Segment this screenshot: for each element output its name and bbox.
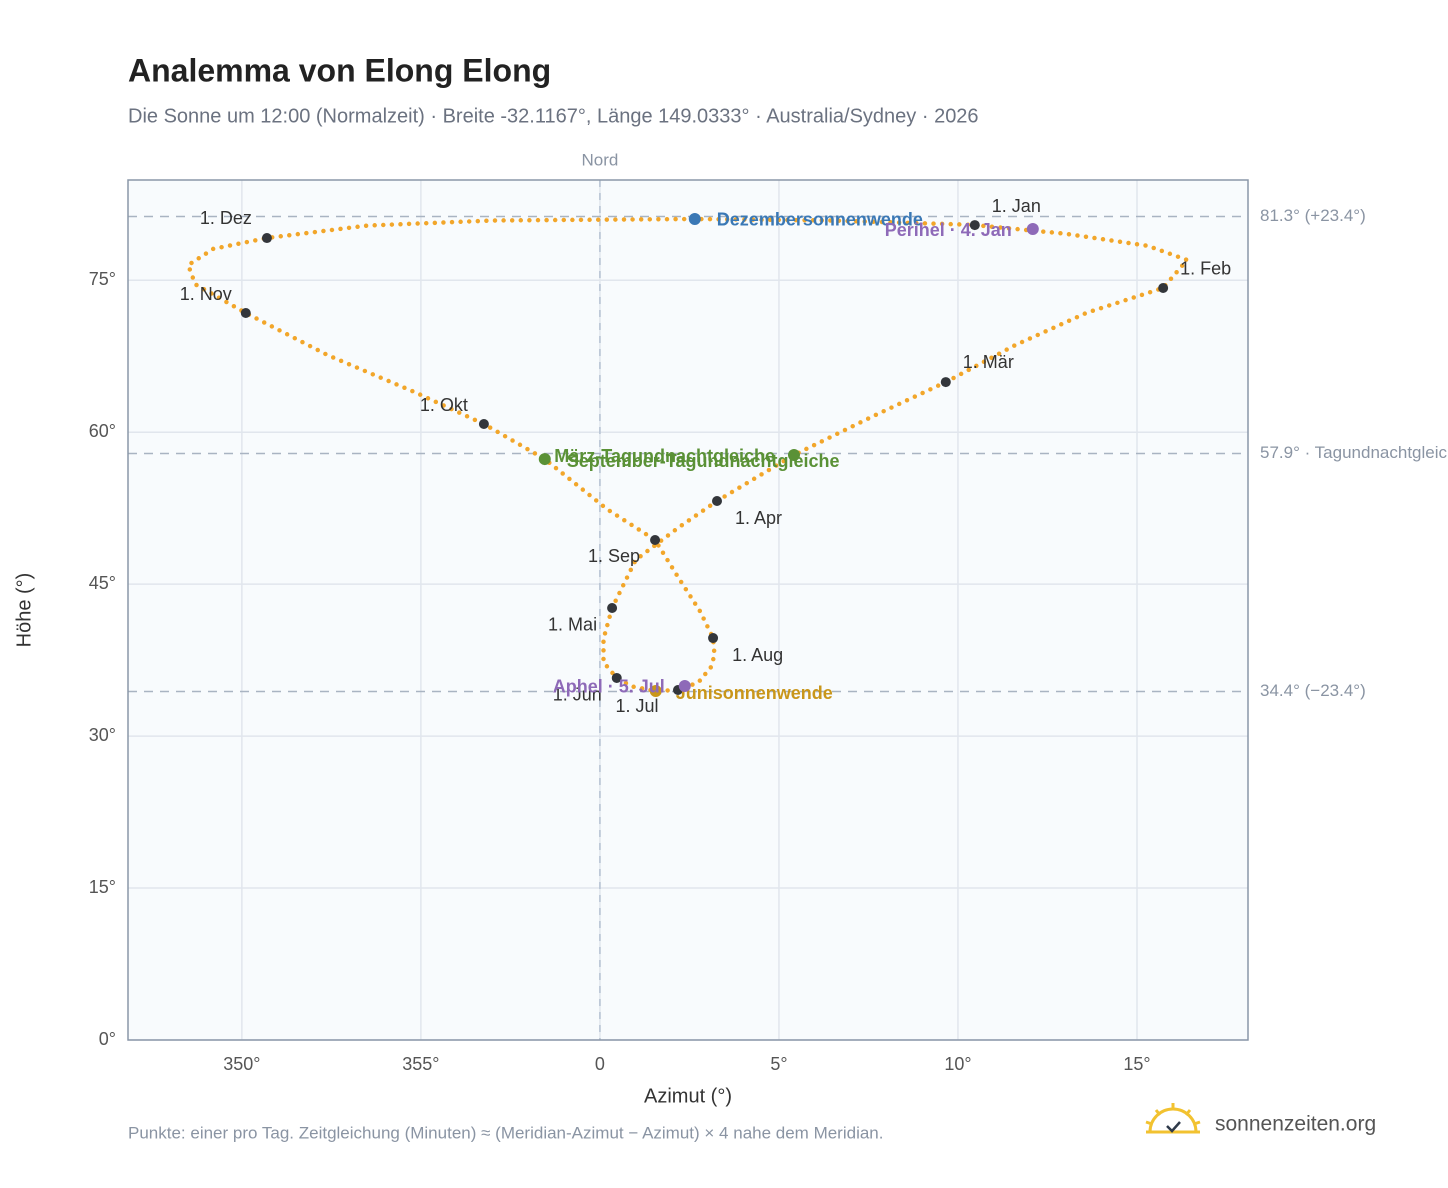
month-marker bbox=[650, 535, 661, 546]
month-label: 1. Aug bbox=[732, 645, 783, 665]
y-axis-title: Höhe (°) bbox=[13, 573, 35, 648]
plot-area bbox=[128, 180, 1248, 1040]
brand-name: sonnenzeiten.org bbox=[1215, 1113, 1376, 1136]
month-label: 1. Jan bbox=[992, 196, 1041, 216]
reference-label: 81.3° (+23.4°) bbox=[1260, 206, 1366, 225]
brand-logo bbox=[1145, 1103, 1201, 1134]
month-label: 1. Apr bbox=[735, 508, 782, 528]
chart-title: Analemma von Elong Elong bbox=[128, 52, 551, 88]
x-tick-label: 10° bbox=[944, 1054, 971, 1074]
month-label: 1. Nov bbox=[180, 284, 232, 304]
y-tick-label: 60° bbox=[89, 421, 116, 441]
month-label: 1. Feb bbox=[1180, 259, 1231, 279]
chart-subtitle: Die Sonne um 12:00 (Normalzeit) · Breite… bbox=[128, 105, 979, 127]
event-marker bbox=[787, 449, 800, 462]
x-axis-title: Azimut (°) bbox=[644, 1085, 732, 1107]
month-marker bbox=[607, 602, 618, 613]
x-tick-label: 0 bbox=[595, 1054, 605, 1074]
month-label: 1. Mär bbox=[963, 352, 1014, 372]
event-marker bbox=[538, 453, 551, 466]
event-marker bbox=[1026, 223, 1039, 236]
event-label: Junisonnenwende bbox=[676, 683, 833, 703]
month-label: 1. Jul bbox=[615, 696, 658, 716]
x-tick-label: 15° bbox=[1123, 1054, 1150, 1074]
y-tick-label: 45° bbox=[89, 573, 116, 593]
x-tick-label: 5° bbox=[770, 1054, 787, 1074]
month-marker bbox=[940, 377, 951, 388]
event-marker bbox=[649, 685, 662, 698]
meridian-label: Nord bbox=[581, 150, 618, 169]
month-marker bbox=[611, 672, 622, 683]
y-tick-label: 0° bbox=[99, 1029, 116, 1049]
month-marker bbox=[240, 308, 251, 319]
x-tick-label: 355° bbox=[402, 1054, 439, 1074]
plot-border bbox=[127, 179, 1249, 1041]
event-label: September-Tagundnachtgleiche bbox=[567, 451, 840, 471]
y-tick-label: 75° bbox=[89, 269, 116, 289]
event-label: März-Tagundnachtgleiche bbox=[554, 446, 775, 466]
y-tick-label: 30° bbox=[89, 725, 116, 745]
reference-label: 34.4° (−23.4°) bbox=[1260, 681, 1366, 700]
footnote: Punkte: einer pro Tag. Zeitgleichung (Mi… bbox=[128, 1123, 884, 1142]
event-label: Perihel · 4. Jan bbox=[885, 220, 1012, 240]
x-tick-label: 350° bbox=[223, 1054, 260, 1074]
month-marker bbox=[478, 419, 489, 430]
event-marker bbox=[678, 679, 691, 692]
month-marker bbox=[1158, 282, 1169, 293]
month-marker bbox=[969, 220, 980, 231]
month-marker bbox=[708, 633, 719, 644]
y-tick-label: 15° bbox=[89, 877, 116, 897]
event-label: Aphel · 5. Jul bbox=[553, 677, 665, 697]
month-marker bbox=[261, 233, 272, 244]
event-marker bbox=[688, 212, 701, 225]
month-label: 1. Mai bbox=[548, 615, 597, 635]
event-label: Dezembersonnenwende bbox=[717, 210, 923, 230]
month-marker bbox=[712, 496, 723, 507]
month-label: 1. Jun bbox=[553, 685, 602, 705]
month-label: 1. Sep bbox=[588, 546, 640, 566]
reference-label: 57.9° · Tagundnachtgleiche bbox=[1260, 443, 1448, 462]
month-label: 1. Okt bbox=[420, 395, 468, 415]
month-label: 1. Dez bbox=[200, 208, 252, 228]
